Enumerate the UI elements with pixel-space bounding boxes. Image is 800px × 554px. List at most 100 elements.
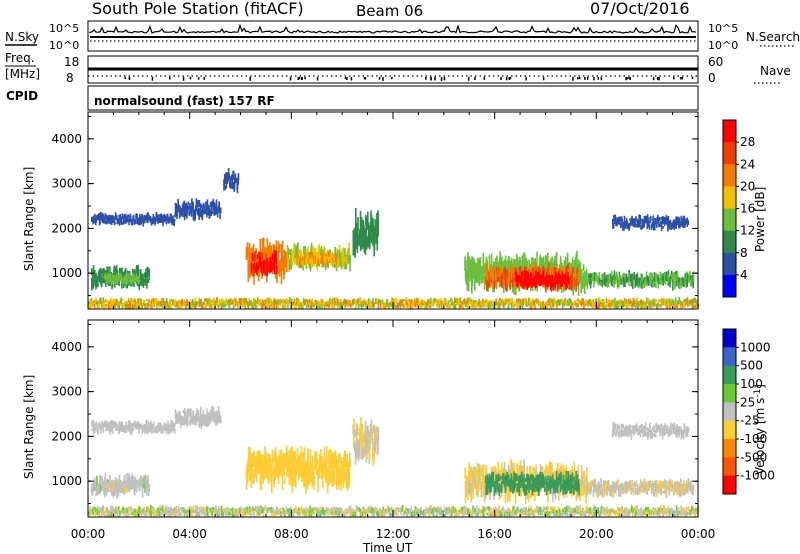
power-cell — [208, 297, 211, 305]
velocity-cell — [139, 425, 142, 430]
power-cell — [513, 269, 515, 278]
power-cell — [663, 300, 666, 306]
velocity-cell — [494, 480, 497, 494]
velocity-cell — [344, 459, 347, 467]
power-cell — [126, 217, 129, 222]
power-cell — [402, 299, 404, 302]
velocity-cell — [283, 477, 286, 485]
power-cell — [172, 215, 174, 221]
power-cell — [297, 255, 300, 259]
power-cell — [295, 244, 297, 255]
velocity-cell — [156, 427, 158, 434]
velocity-cell — [281, 466, 284, 490]
power-cell — [94, 213, 96, 218]
velocity-cell — [653, 424, 655, 433]
power-cell — [114, 301, 117, 307]
power-cell — [277, 303, 280, 308]
power-cell — [469, 298, 472, 305]
power-cell — [123, 271, 125, 277]
power-cell — [490, 270, 493, 280]
power-cell — [614, 303, 617, 309]
velocity-cell — [550, 484, 553, 489]
power-cell — [606, 281, 609, 288]
power-cell — [286, 259, 288, 272]
power-cell — [316, 301, 319, 307]
power-cell — [670, 274, 672, 278]
velocity-cell — [126, 507, 129, 514]
power-cell — [335, 255, 338, 259]
power-cell — [124, 301, 127, 304]
power-cell — [431, 300, 433, 303]
power-cell — [489, 280, 492, 288]
power-cell — [377, 214, 379, 235]
power-cell — [127, 273, 130, 278]
power-cell — [679, 223, 681, 229]
power-cell — [654, 218, 657, 224]
velocity-cell — [653, 434, 656, 437]
power-cell — [138, 219, 141, 225]
power-cell — [286, 298, 288, 305]
power-cell — [334, 246, 336, 256]
velocity-cell — [626, 425, 629, 434]
power-cell — [492, 266, 495, 275]
power-cell — [523, 271, 526, 282]
power-cell — [294, 300, 296, 305]
power-cell — [652, 215, 655, 223]
power-cell — [510, 298, 512, 304]
power-cell — [148, 300, 151, 304]
power-cell — [573, 269, 576, 274]
power-cell — [553, 297, 555, 304]
velocity-cell — [117, 479, 119, 487]
power-colorbar-swatch — [723, 120, 736, 143]
power-cell — [102, 214, 105, 222]
power-cell — [265, 253, 267, 265]
power-cell — [403, 303, 406, 307]
power-cell — [250, 252, 252, 271]
power-cell — [166, 213, 169, 219]
velocity-cell — [519, 475, 522, 488]
velocity-cell — [306, 472, 309, 490]
power-cell — [654, 299, 656, 304]
power-cell — [189, 299, 192, 302]
power-cell — [411, 302, 414, 309]
power-cell — [280, 259, 283, 285]
power-cell — [496, 255, 498, 275]
power-cell — [103, 303, 105, 309]
velocity-cell — [94, 481, 97, 488]
power-cell — [624, 273, 627, 280]
power-cell — [365, 304, 368, 309]
power-cell — [270, 260, 273, 267]
power-cell — [614, 276, 617, 285]
velocity-cell — [111, 488, 113, 492]
velocity-cell — [476, 478, 478, 491]
power-cell — [566, 280, 568, 289]
power-cell — [490, 253, 493, 277]
power-cell — [422, 299, 424, 303]
velocity-cell — [683, 480, 685, 486]
velocity-cell — [102, 484, 104, 491]
power-cell — [218, 201, 220, 211]
power-cell — [137, 221, 139, 225]
velocity-cell — [290, 476, 293, 486]
power-cell — [165, 304, 168, 309]
power-cell — [645, 302, 648, 306]
power-cell — [441, 301, 443, 303]
velocity-cell — [625, 425, 627, 434]
power-cell — [349, 255, 351, 267]
power-cell — [116, 219, 119, 222]
velocity-cell — [294, 451, 297, 463]
power-cell — [211, 201, 213, 207]
velocity-cell — [100, 425, 102, 429]
velocity-cell — [116, 424, 119, 432]
noise-top-tick-left: 10^5 — [49, 22, 79, 35]
power-cell — [355, 207, 357, 234]
power-cell — [454, 304, 457, 309]
velocity-cell — [615, 482, 617, 488]
power-cell — [661, 280, 664, 283]
velocity-cell — [654, 429, 657, 438]
power-cell — [300, 254, 303, 259]
velocity-cell — [112, 481, 115, 488]
power-cell — [136, 213, 138, 218]
velocity-cell — [678, 489, 681, 497]
